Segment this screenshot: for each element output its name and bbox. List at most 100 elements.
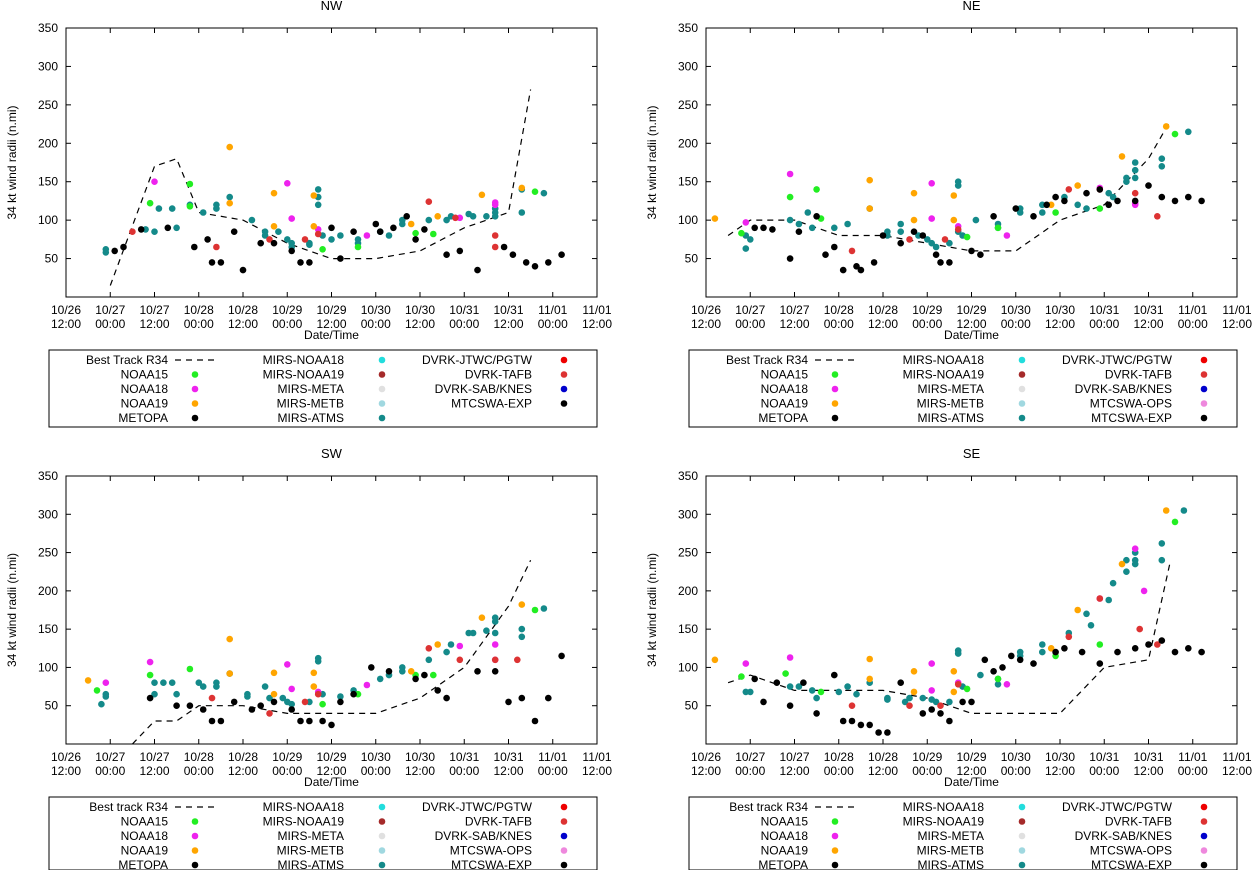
data-point <box>350 228 357 235</box>
legend-dot-swatch <box>831 400 839 407</box>
series-noaa15 <box>738 518 1179 696</box>
x-tick-label-date: 10/29 <box>912 303 942 317</box>
x-tick-label-time: 12:00 <box>405 764 435 778</box>
legend-dot-swatch <box>1200 818 1208 825</box>
legend-dot-swatch <box>831 371 839 378</box>
data-point <box>425 645 433 652</box>
data-point <box>160 679 167 686</box>
data-point <box>1109 193 1117 201</box>
legend-label: DVRK-SAB/KNES <box>435 829 532 843</box>
data-point <box>848 247 856 255</box>
data-point <box>518 694 526 702</box>
data-point <box>363 681 371 689</box>
data-point <box>314 690 322 698</box>
data-point <box>738 229 745 237</box>
data-point <box>1052 648 1059 656</box>
data-point <box>505 698 512 706</box>
y-tick-label: 150 <box>678 175 698 189</box>
data-point <box>831 671 838 679</box>
x-tick-label-time: 00:00 <box>95 317 125 331</box>
data-point <box>518 601 526 608</box>
x-tick-label-time: 12:00 <box>956 317 986 331</box>
legend-box <box>48 349 598 428</box>
data-point <box>1114 648 1121 656</box>
series-mirs-atms <box>98 605 548 708</box>
data-point <box>230 698 238 706</box>
data-point <box>928 660 935 667</box>
x-tick-label-date: 11/01 <box>582 750 611 764</box>
data-point <box>1131 189 1139 197</box>
legend-dot-swatch <box>1018 385 1026 393</box>
data-point <box>288 706 296 713</box>
data-point <box>769 226 776 233</box>
data-point <box>319 246 326 253</box>
data-point <box>1083 610 1090 618</box>
data-point <box>884 729 891 736</box>
x-tick-label-date: 10/30 <box>405 750 435 764</box>
x-axis-label: Date/Time <box>944 775 999 789</box>
legend-label: NOAA19 <box>121 844 169 858</box>
data-point <box>822 251 829 258</box>
legend-dot-swatch <box>378 832 386 840</box>
x-tick-label-time: 00:00 <box>538 764 568 778</box>
data-point <box>425 656 433 664</box>
data-point <box>1065 186 1073 193</box>
data-point <box>168 205 176 212</box>
x-tick-label-date: 10/26 <box>691 303 721 317</box>
series-metopa <box>751 182 1205 274</box>
x-tick-label-time: 00:00 <box>912 764 942 778</box>
data-point <box>195 679 203 686</box>
data-point <box>813 694 820 702</box>
legend-dot-swatch <box>1200 847 1208 854</box>
x-tick-label-time: 12:00 <box>316 764 346 778</box>
data-point <box>186 702 194 709</box>
x-tick-label-date: 11/01 <box>1178 303 1207 317</box>
legend-label: MIRS-ATMS <box>918 858 984 870</box>
data-point <box>981 656 989 664</box>
x-tick-label-date: 10/27 <box>95 303 125 317</box>
data-point <box>146 694 154 702</box>
y-tick-label: 350 <box>38 21 58 35</box>
data-point <box>421 671 428 679</box>
chart-title: SW <box>321 446 343 461</box>
data-point <box>1131 560 1139 568</box>
x-tick-label-time: 12:00 <box>779 764 809 778</box>
data-point <box>950 668 958 675</box>
data-point <box>540 189 548 197</box>
data-point <box>518 625 526 633</box>
data-point <box>531 606 539 614</box>
data-point <box>977 671 984 679</box>
data-point <box>786 170 794 178</box>
series-noaa15 <box>146 180 539 253</box>
legend-dot-swatch <box>1200 414 1208 422</box>
data-point <box>434 687 442 694</box>
x-tick-label-time: 00:00 <box>95 764 125 778</box>
series-noaa15 <box>738 130 1179 241</box>
x-tick-label-date: 10/31 <box>493 303 523 317</box>
data-point <box>994 224 1002 232</box>
legend-dot-swatch <box>191 371 199 378</box>
x-tick-label-time: 12:00 <box>868 764 898 778</box>
data-point <box>906 694 913 702</box>
chart-title: NE <box>962 0 980 13</box>
data-point <box>968 698 975 706</box>
x-tick-label-date: 10/30 <box>361 303 391 317</box>
data-point <box>1171 130 1179 138</box>
legend-dot-swatch <box>831 414 839 422</box>
data-point <box>1047 645 1055 652</box>
data-point <box>443 694 450 702</box>
legend-label: METOPA <box>758 411 808 425</box>
data-point <box>932 243 940 251</box>
data-point <box>306 259 313 266</box>
data-point <box>226 193 233 201</box>
data-point <box>407 668 415 675</box>
y-tick-label: 150 <box>38 622 58 636</box>
data-point <box>1003 232 1011 239</box>
legend-dot-swatch <box>1018 803 1026 811</box>
data-point <box>1145 641 1152 648</box>
data-point <box>1008 652 1015 660</box>
data-point <box>946 698 953 706</box>
legend-dot-swatch <box>191 847 199 854</box>
data-point <box>376 228 384 235</box>
x-tick-label-date: 11/01 <box>582 303 611 317</box>
